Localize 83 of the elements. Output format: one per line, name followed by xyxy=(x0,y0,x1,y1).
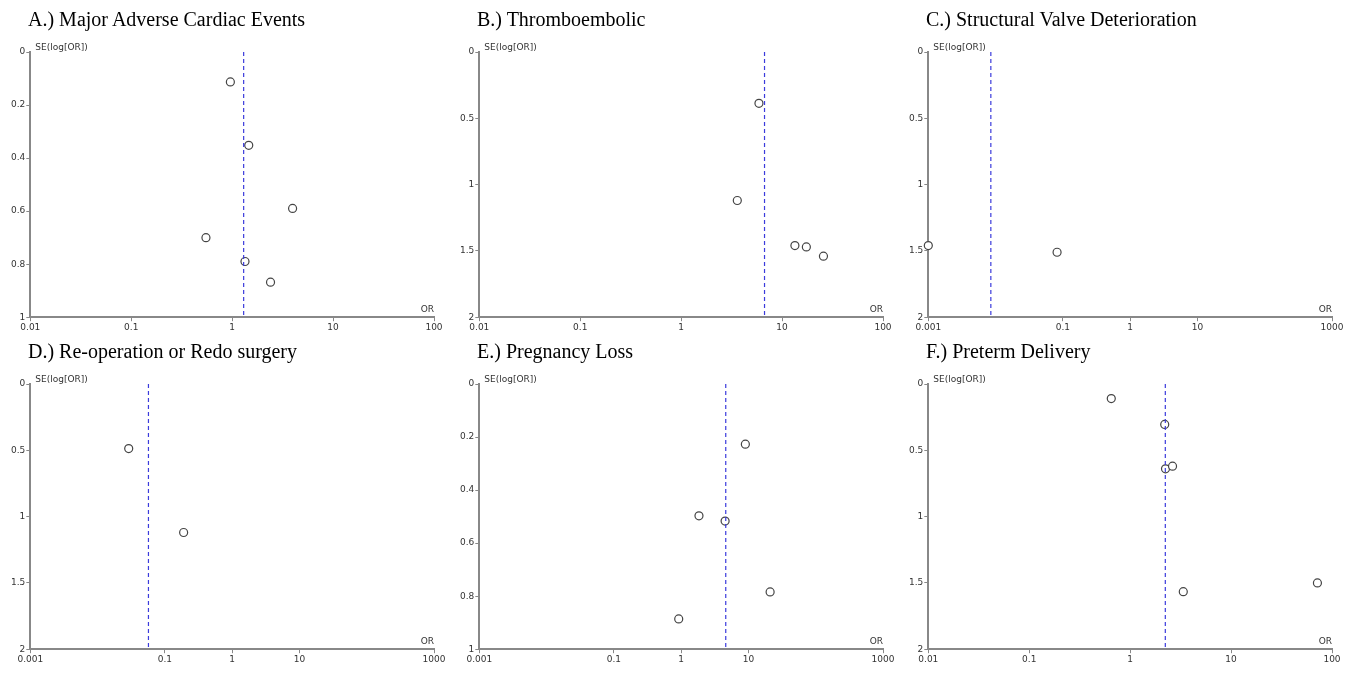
y-axis-title: SE(log[OR]) xyxy=(35,41,88,52)
y-tick-label: 0 xyxy=(468,46,475,57)
x-tick-label: 0.1 xyxy=(1022,653,1037,664)
y-tick-label: 0.5 xyxy=(459,112,475,123)
y-tick-label: 1.5 xyxy=(908,245,924,256)
x-tick-label: 10 xyxy=(742,653,755,664)
y-tick-label: 0.5 xyxy=(10,444,26,455)
y-tick-label: 1.5 xyxy=(10,577,26,588)
x-tick-label: 0.001 xyxy=(17,653,44,664)
x-tick-label: 10 xyxy=(293,653,306,664)
y-tick-label: 1 xyxy=(19,510,26,521)
chart-title: C.) Structural Valve Deterioration xyxy=(926,8,1198,33)
point xyxy=(754,98,764,108)
x-tick-label: 100 xyxy=(425,321,443,332)
x-axis-title: OR xyxy=(1318,304,1332,315)
y-axis-title: SE(log[OR]) xyxy=(484,373,537,384)
y-tick-label: 0.4 xyxy=(459,484,475,495)
x-tick-label: 10 xyxy=(1191,321,1204,332)
y-tick-label: 0.8 xyxy=(10,258,26,269)
y-tick-label: 0 xyxy=(19,378,26,389)
chart-title: B.) Thromboembolic xyxy=(477,8,647,33)
y-axis-title: SE(log[OR]) xyxy=(35,373,88,384)
y-tick-label: 1 xyxy=(468,178,475,189)
x-tick-label: 0.1 xyxy=(1055,321,1071,332)
y-tick-label: 2 xyxy=(19,643,26,654)
x-tick-label: 0.001 xyxy=(466,653,493,664)
x-tick-label: 1 xyxy=(1127,653,1134,664)
y-tick-label: 0.6 xyxy=(459,537,475,548)
chart-title: F.) Preterm Delivery xyxy=(926,340,1092,365)
x-tick-label: 0.1 xyxy=(573,321,588,332)
x-tick-label: 100 xyxy=(1323,653,1341,664)
x-tick-label: 10 xyxy=(327,321,340,332)
point xyxy=(818,251,829,261)
x-axis-title: OR xyxy=(1318,636,1332,647)
y-axis-title: SE(log[OR]) xyxy=(484,41,537,52)
x-axis-title: OR xyxy=(420,636,434,647)
y-tick-label: 1 xyxy=(19,311,26,322)
x-tick-label: 0.001 xyxy=(915,321,942,332)
y-tick-label: 2 xyxy=(468,311,475,322)
x-tick-label: 1 xyxy=(678,321,685,332)
y-axis-title: SE(log[OR]) xyxy=(933,41,986,52)
y-tick-label: 2 xyxy=(917,311,924,322)
x-tick-label: 0.1 xyxy=(157,653,173,664)
x-tick-label: 100 xyxy=(874,321,892,332)
y-tick-label: 0.5 xyxy=(908,444,924,455)
y-tick-label: 1 xyxy=(917,510,924,521)
x-tick-label: 1 xyxy=(1127,321,1134,332)
chart-title: D.) Re-operation or Redo surgery xyxy=(28,340,298,365)
y-tick-label: 1 xyxy=(468,643,475,654)
x-axis-title: OR xyxy=(869,304,883,315)
x-axis-title: OR xyxy=(420,304,434,315)
y-tick-label: 0.2 xyxy=(10,99,26,110)
y-tick-label: 0 xyxy=(468,378,475,389)
chart-title: A.) Major Adverse Cardiac Events xyxy=(28,8,307,33)
x-tick-label: 1 xyxy=(229,321,236,332)
y-tick-label: 1 xyxy=(917,178,924,189)
point xyxy=(801,242,811,252)
x-tick-label: 1000 xyxy=(422,653,446,664)
y-tick-label: 0 xyxy=(917,46,924,57)
y-axis-title: SE(log[OR]) xyxy=(933,373,986,384)
y-tick-label: 1.5 xyxy=(459,245,475,256)
x-tick-label: 1000 xyxy=(1320,321,1344,332)
x-tick-label: 0.01 xyxy=(918,653,939,664)
x-axis-title: OR xyxy=(869,636,883,647)
x-tick-label: 0.01 xyxy=(469,321,490,332)
y-tick-label: 0.6 xyxy=(10,205,26,216)
y-tick-label: 1.5 xyxy=(908,577,924,588)
y-tick-label: 0.4 xyxy=(10,152,26,163)
x-tick-label: 1 xyxy=(229,653,236,664)
x-tick-label: 10 xyxy=(776,321,789,332)
chart-title: E.) Pregnancy Loss xyxy=(477,340,635,365)
x-tick-label: 1 xyxy=(678,653,685,664)
y-tick-label: 2 xyxy=(917,643,924,654)
x-tick-label: 0.1 xyxy=(124,321,139,332)
y-tick-label: 0 xyxy=(19,46,26,57)
y-tick-label: 0.5 xyxy=(908,112,924,123)
x-tick-label: 0.1 xyxy=(606,653,622,664)
x-tick-label: 0.01 xyxy=(20,321,41,332)
x-tick-label: 1000 xyxy=(871,653,895,664)
y-tick-label: 0.8 xyxy=(459,590,475,601)
y-tick-label: 0.2 xyxy=(459,431,475,442)
y-tick-label: 0 xyxy=(917,378,924,389)
x-tick-label: 10 xyxy=(1225,653,1238,664)
